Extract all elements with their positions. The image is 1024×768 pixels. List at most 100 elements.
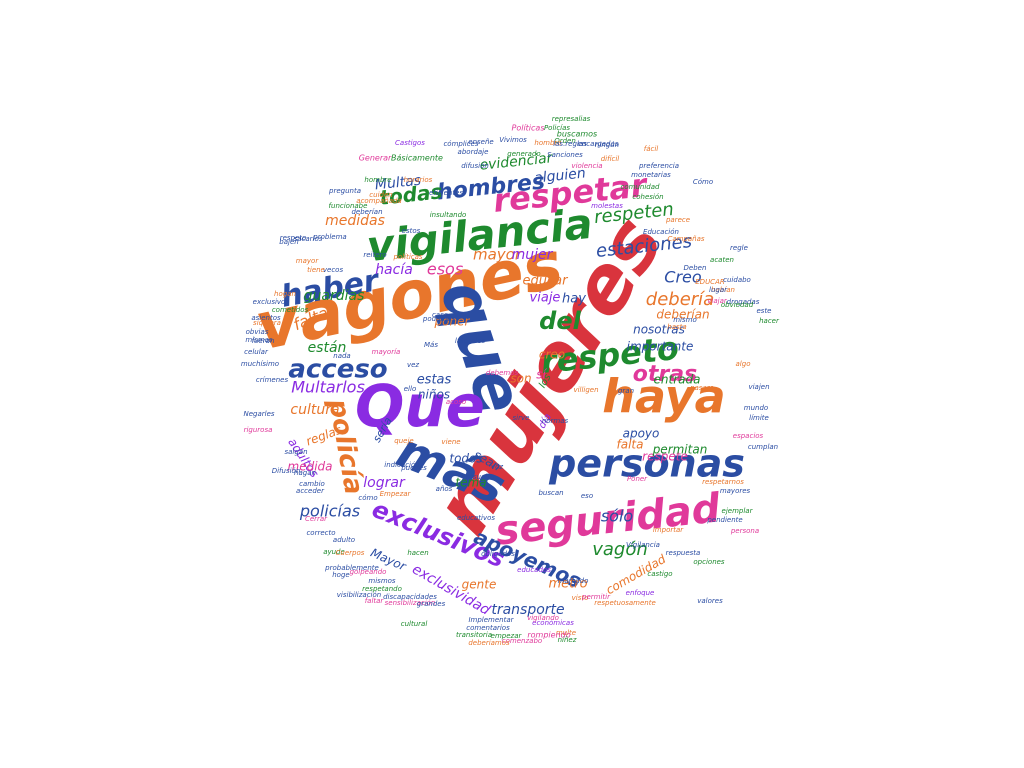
word-86: Políticas	[512, 124, 545, 133]
word-46: apoyo	[623, 427, 660, 441]
word-39: viaje	[530, 291, 561, 306]
word-16: acceso	[288, 355, 387, 385]
word-22: debería	[646, 289, 714, 310]
word-213: debemos	[486, 369, 519, 377]
word-135: comentarios	[466, 624, 510, 632]
word-34: medidas	[325, 213, 385, 229]
word-38: educar	[523, 274, 570, 289]
word-218: Poner	[627, 475, 648, 483]
word-198: fácil	[644, 145, 659, 153]
word-31: guardias	[304, 288, 365, 304]
word-189: tiene	[307, 266, 325, 274]
word-105: hacer	[759, 317, 780, 325]
word-210: pregunta	[328, 187, 361, 195]
word-140: cultural	[401, 620, 428, 628]
word-222: pasare	[689, 384, 714, 392]
word-90: eficientes	[429, 189, 463, 197]
word-206: funcionabe	[329, 202, 368, 210]
word-159: buscan	[538, 489, 563, 497]
word-185: reitero	[363, 251, 386, 259]
word-219: eso	[581, 492, 593, 500]
word-51: cultura	[290, 402, 339, 418]
word-148: golpeando	[350, 568, 387, 576]
word-95: Educación	[643, 228, 679, 236]
word-224: villigen	[573, 386, 598, 394]
word-138: comenzabo	[502, 637, 542, 645]
word-231: vez	[407, 361, 419, 369]
word-98: EDUCAR	[695, 278, 725, 286]
word-47: falta	[617, 438, 644, 452]
word-25: sólo	[601, 507, 634, 526]
word-113: mayores	[720, 487, 751, 495]
word-119: Vigilancia	[626, 541, 660, 549]
word-54: son	[510, 372, 531, 386]
word-131: rompiendo	[527, 631, 570, 640]
word-194: comunidad	[621, 183, 661, 191]
word-173: fueran	[252, 337, 275, 345]
word-92: molestas	[591, 202, 623, 210]
word-227: años	[436, 485, 453, 493]
word-111: espacios	[733, 432, 764, 440]
word-130: económicas	[532, 619, 574, 627]
word-89: monetarias	[631, 171, 671, 179]
word-211: cuiden	[369, 191, 392, 199]
word-175: siquiera	[253, 319, 281, 327]
word-123: permitir	[581, 593, 611, 601]
word-127: castigo	[647, 570, 672, 578]
word-87: Policías	[544, 124, 570, 132]
word-205: acompañada	[356, 197, 401, 205]
word-168: queje	[394, 437, 413, 445]
word-50: Multarlos	[291, 378, 365, 397]
word-67: transporte	[491, 602, 564, 618]
word-97: Deben	[684, 264, 707, 272]
word-228: acoso	[446, 398, 466, 406]
word-216: viajar	[707, 297, 728, 305]
word-116: persona	[730, 527, 759, 535]
word-77: generado	[507, 150, 540, 158]
word-146: mismos	[368, 577, 396, 585]
word-78: Sanciones	[547, 151, 583, 159]
word-82: Castigos	[395, 139, 425, 147]
word-153: adulto	[333, 536, 355, 544]
word-101: cuidabo	[723, 276, 751, 284]
word-124: respetuosamente	[594, 599, 656, 607]
word-207: laterales	[455, 337, 486, 345]
word-142: grandes	[417, 600, 446, 608]
word-151: ayude	[323, 548, 345, 556]
word-226: resuelto	[466, 473, 495, 481]
word-74: Básicamente	[391, 154, 443, 163]
word-170: puedes	[400, 464, 427, 472]
word-7: personas	[548, 442, 745, 486]
word-167: viene	[441, 438, 460, 446]
word-192: problema	[312, 233, 346, 241]
word-182: cometidos	[272, 306, 309, 314]
word-163: Difusión	[272, 467, 301, 475]
word-169: indicación	[384, 461, 419, 469]
word-55: todos	[449, 452, 482, 466]
word-181: hogan	[274, 290, 296, 298]
word-203: hombre	[364, 176, 391, 184]
word-162: hagan	[294, 469, 316, 477]
word-118: respuesta	[666, 549, 701, 557]
word-43: poner	[434, 315, 471, 329]
word-152: Cuerpos	[336, 549, 365, 557]
word-53: niños	[418, 388, 450, 402]
word-26: policías	[299, 502, 360, 521]
word-24: vagón	[592, 539, 648, 560]
word-45: entrada	[654, 373, 701, 387]
word-220: hacen	[407, 549, 428, 557]
word-230: ello	[404, 385, 416, 393]
word-174: obvias	[246, 328, 269, 336]
word-33: están	[308, 340, 347, 356]
word-115: pendiente	[706, 516, 742, 524]
word-73: Generar	[359, 154, 392, 163]
word-88: represalias	[552, 115, 591, 123]
word-114: ejemplar	[722, 507, 754, 515]
word-107: viajen	[748, 383, 769, 391]
word-176: mismas	[245, 336, 273, 344]
word-212: estos	[402, 227, 421, 235]
word-23: Creo	[664, 268, 702, 287]
word-49: permitan	[652, 443, 708, 457]
word-64: gente	[462, 578, 497, 592]
word-160: acceder	[296, 487, 325, 495]
